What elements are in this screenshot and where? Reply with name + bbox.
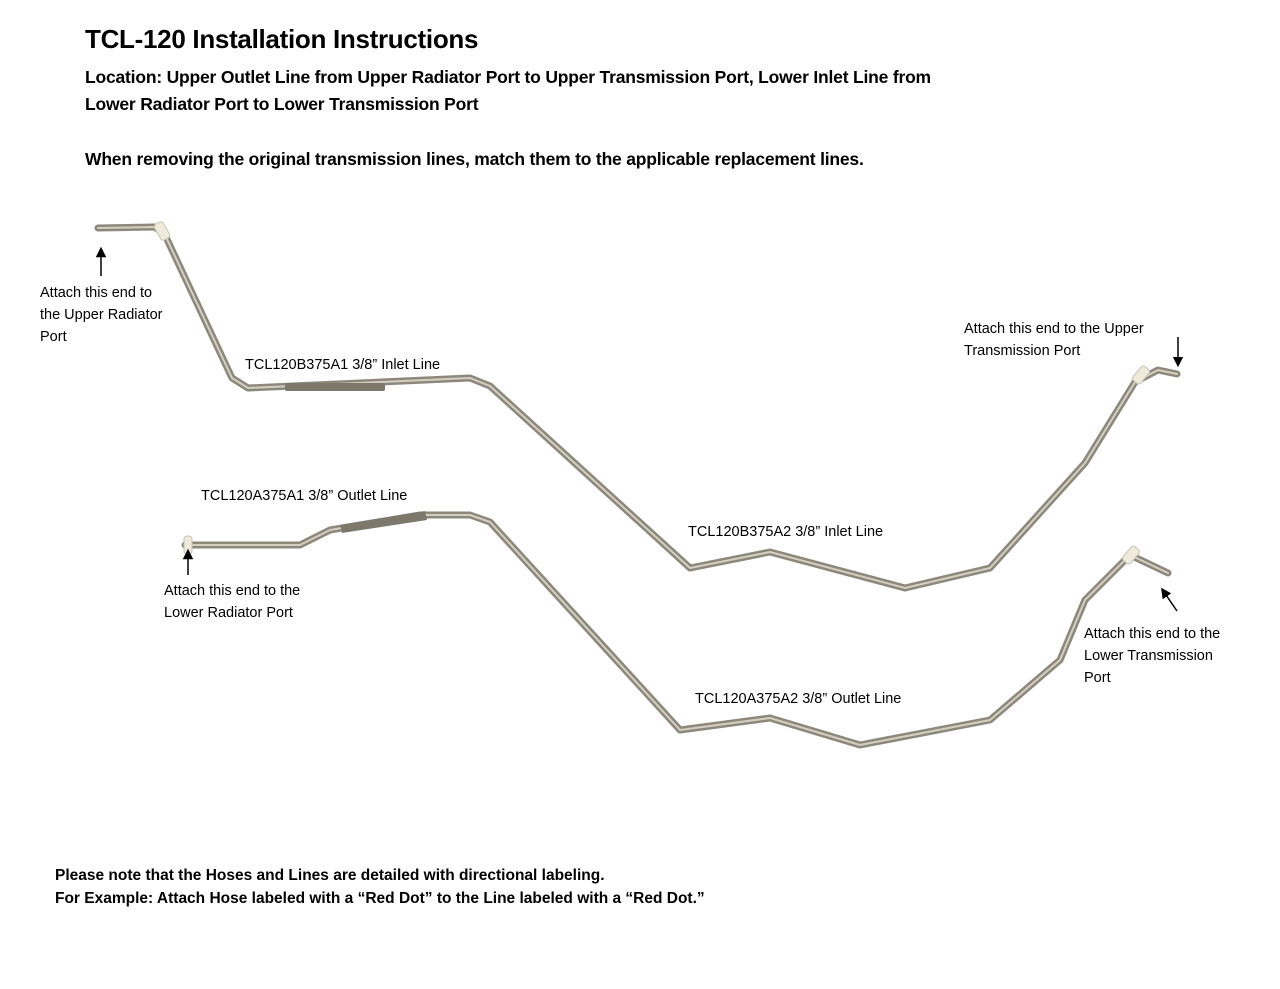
location-line-2: Lower Radiator Port to Lower Transmissio…	[85, 94, 479, 114]
clips	[153, 221, 1150, 565]
note-line: For Example: Attach Hose labeled with a …	[55, 890, 705, 907]
upper-inlet-line	[94, 223, 1181, 592]
hose-fitting	[340, 511, 427, 533]
hose-fitting	[285, 383, 385, 391]
notes: Please note that the Hoses and Lines are…	[55, 864, 705, 910]
callout-line: Attach this end to the	[1084, 626, 1221, 642]
callout-line: Attach this end to the	[164, 583, 301, 599]
callout-line: Lower Transmission	[1084, 648, 1213, 664]
arrow-up-left-icon	[1161, 587, 1178, 612]
callout-upper-transmission: Attach this end to the Upper Transmissio…	[964, 318, 1144, 362]
part-label-b-a2: TCL120B375A2 3/8” Inlet Line	[688, 524, 884, 540]
callout-lower-radiator: Attach this end to the Lower Radiator Po…	[164, 580, 300, 624]
part-label-b-a1: TCL120B375A1 3/8” Inlet Line	[245, 357, 441, 373]
callout-line: Transmission Port	[964, 343, 1081, 359]
callout-line: Port	[1084, 670, 1111, 686]
arrows	[95, 246, 1184, 612]
instruction-text: When removing the original transmission …	[85, 149, 864, 169]
callout-line: Attach this end to the Upper	[964, 321, 1144, 337]
callout-line: Lower Radiator Port	[164, 605, 293, 621]
callout-line: the Upper Radiator	[40, 307, 163, 323]
lower-outlet-line	[181, 511, 1172, 749]
callout-lower-transmission: Attach this end to the Lower Transmissio…	[1084, 623, 1220, 689]
callout-upper-radiator: Attach this end to the Upper Radiator Po…	[40, 282, 163, 348]
page-title: TCL-120 Installation Instructions	[85, 24, 479, 54]
part-label-a-a2: TCL120A375A2 3/8” Outlet Line	[695, 691, 902, 707]
part-label-a-a1: TCL120A375A1 3/8” Outlet Line	[201, 488, 408, 504]
location-line-1: Location: Upper Outlet Line from Upper R…	[85, 67, 931, 87]
note-line: Please note that the Hoses and Lines are…	[55, 867, 605, 884]
callout-line: Port	[40, 329, 67, 345]
callout-line: Attach this end to	[40, 285, 153, 301]
